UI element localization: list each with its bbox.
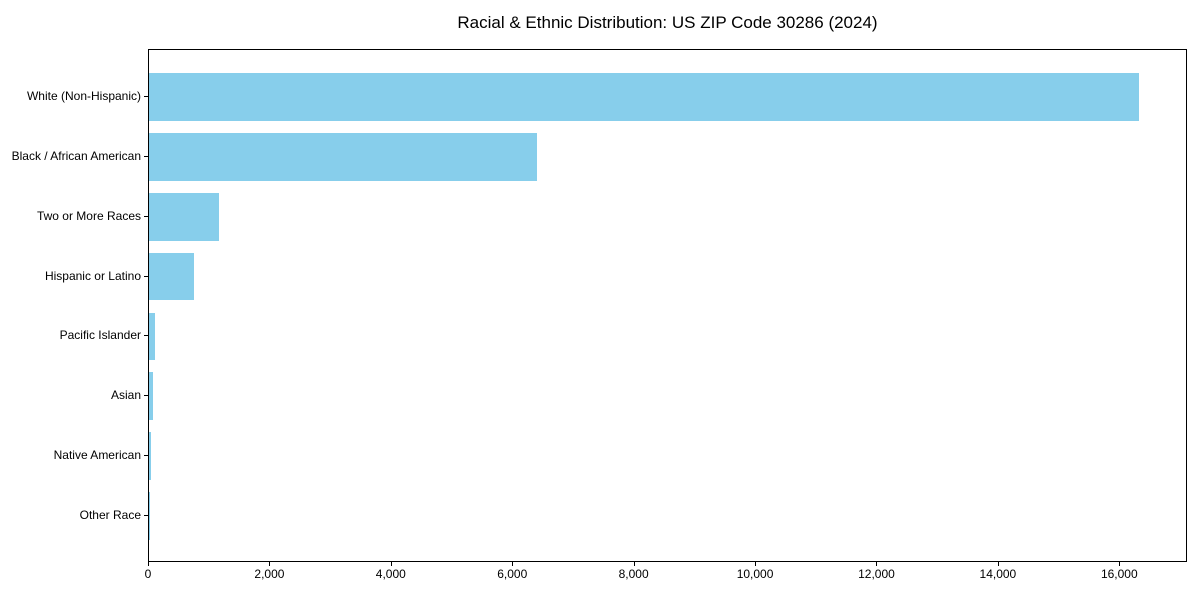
bar-asian (149, 372, 153, 421)
y-axis-label-two-or-more-races: Two or More Races (36, 208, 141, 223)
y-axis-tick (144, 96, 148, 98)
y-axis-tick (144, 455, 148, 456)
x-axis-tick (876, 562, 878, 566)
x-axis-tick (755, 562, 757, 566)
y-axis-tick (144, 156, 148, 157)
bar-pacific-islander (149, 312, 155, 361)
x-axis-tick-label: 2,000 (254, 567, 285, 581)
bar-native-american (149, 432, 151, 480)
y-axis-label-white-non-hispanic: White (Non-Hispanic) (26, 89, 141, 104)
x-axis-tick (633, 562, 635, 566)
x-axis-tick (148, 562, 149, 566)
x-axis-tick (269, 562, 271, 566)
y-axis-tick (144, 395, 148, 397)
x-axis-tick-label: 8,000 (618, 567, 649, 581)
x-axis-tick-label: 10,000 (736, 567, 774, 581)
y-axis-tick (144, 215, 148, 217)
y-axis-label-pacific-islander: Pacific Islander (59, 328, 141, 343)
plot-area (148, 49, 1187, 562)
x-axis-tick-label: 12,000 (858, 567, 895, 581)
x-axis-tick (1119, 562, 1121, 566)
x-axis-tick (997, 562, 999, 566)
y-axis-label-other-race: Other Race (79, 507, 141, 522)
bar-two-or-more-races (149, 192, 220, 241)
y-axis-label-hispanic-or-latino: Hispanic or Latino (44, 268, 141, 283)
y-axis-label-native-american: Native American (53, 448, 141, 462)
x-axis-tick-label: 16,000 (1100, 567, 1138, 581)
x-axis-tick-label: 6,000 (497, 567, 528, 581)
y-axis-tick (144, 275, 148, 277)
bar-black-african-american (149, 133, 537, 181)
x-axis-tick-label: 4,000 (375, 567, 406, 581)
y-axis-tick (144, 514, 148, 516)
x-axis-tick (390, 562, 392, 566)
bar-white-non-hispanic (149, 73, 1139, 122)
bar-hispanic-or-latino (149, 252, 194, 301)
y-axis-label-asian: Asian (110, 388, 141, 403)
chart-title: Racial & Ethnic Distribution: US ZIP Cod… (457, 13, 878, 32)
x-axis-tick (512, 562, 514, 566)
x-axis-tick-label: 14,000 (979, 567, 1017, 581)
y-axis-label-black-african-american: Black / African American (11, 149, 141, 163)
y-axis-tick (144, 335, 148, 337)
x-axis-tick-label: 0 (144, 567, 152, 581)
